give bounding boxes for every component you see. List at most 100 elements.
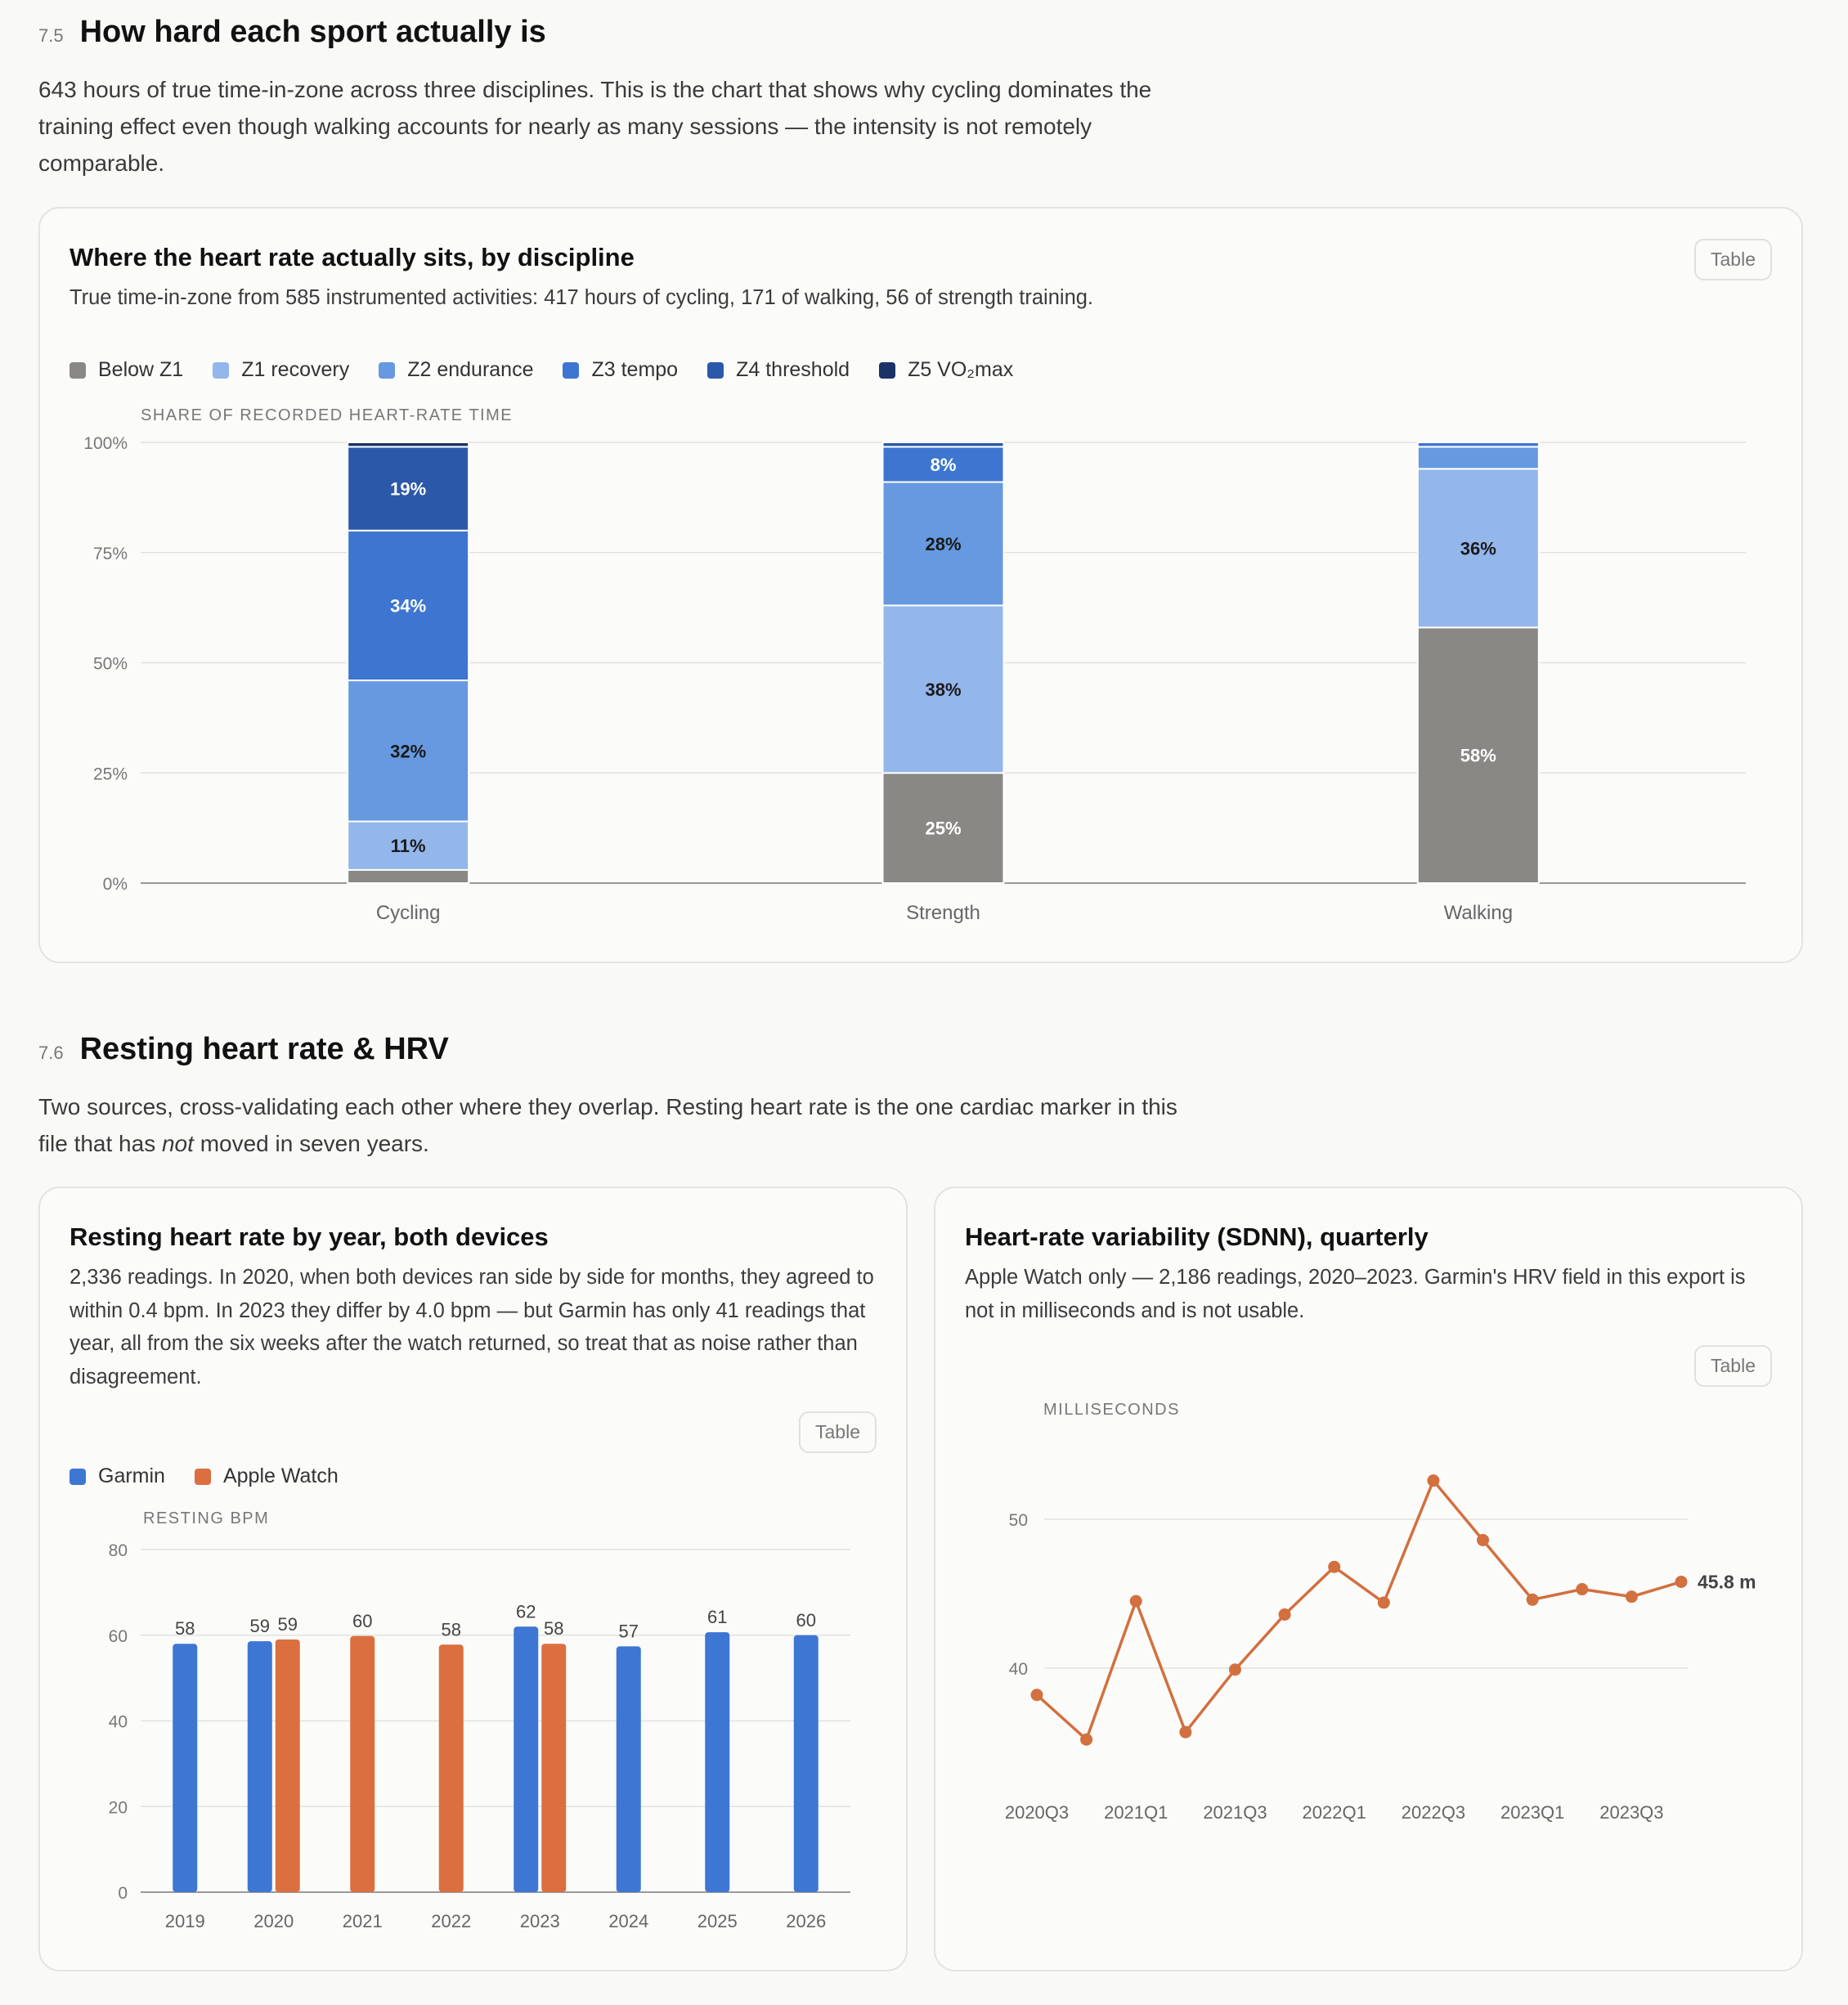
data-point	[1576, 1583, 1589, 1596]
data-point	[1377, 1596, 1390, 1609]
bar	[438, 1644, 464, 1892]
bar	[541, 1644, 567, 1892]
x-tick-label: 2022	[431, 1911, 471, 1931]
section-heading: 7.6 Resting heart rate & HRV	[38, 1032, 449, 1067]
data-point	[1477, 1533, 1490, 1546]
stacked-bar-segment	[1416, 446, 1540, 470]
data-label: 32%	[390, 741, 426, 761]
table-toggle-button[interactable]: Table	[799, 1411, 877, 1453]
bar	[514, 1626, 539, 1892]
legend-swatch	[213, 361, 230, 379]
stacked-bar-segment	[881, 442, 1005, 448]
legend-label: Z2 endurance	[407, 358, 534, 381]
data-point	[1675, 1575, 1688, 1588]
y-tick-label: 25%	[93, 765, 128, 783]
card-title: Resting heart rate by year, both devices	[70, 1222, 549, 1251]
stacked-bar-segment	[347, 446, 470, 532]
data-label: 59	[250, 1616, 270, 1636]
stacked-bar-segment	[881, 604, 1005, 774]
legend-label: Garmin	[98, 1465, 165, 1487]
card-subtitle: True time-in-zone from 585 instrumented …	[70, 286, 1094, 309]
legend-label: Z1 recovery	[241, 358, 350, 381]
x-tick-label: 2020	[253, 1911, 294, 1931]
table-toggle-button[interactable]: Table	[1694, 1345, 1772, 1387]
stacked-bar-segment	[881, 446, 1005, 483]
y-tick-label: 50	[1009, 1511, 1028, 1530]
legend-label: Apple Watch	[222, 1465, 339, 1487]
x-tick-label: 2026	[786, 1911, 826, 1931]
legend-item: Z3 tempo	[563, 358, 678, 382]
y-tick-label: 40	[1009, 1660, 1028, 1679]
x-tick-label: 2023Q1	[1500, 1802, 1564, 1823]
legend-swatch	[879, 361, 896, 379]
card-subtitle: 2,336 readings. In 2020, when both devic…	[70, 1266, 874, 1388]
data-label: 25%	[925, 819, 961, 839]
y-tick-label: 50%	[93, 655, 128, 674]
data-label: 61	[707, 1607, 727, 1627]
stacked-bar-segment	[347, 868, 470, 884]
y-tick-label: 60	[109, 1627, 128, 1646]
data-label: 34%	[390, 595, 426, 616]
section-intro: Two sources, cross-validating each other…	[38, 1088, 1200, 1162]
section-title: Resting heart rate & HRV	[79, 1032, 449, 1066]
x-tick-label: 2021	[343, 1911, 383, 1931]
x-tick-label: Strength	[906, 902, 980, 924]
data-label: 62	[516, 1601, 536, 1621]
bar	[793, 1635, 819, 1892]
legend-item: Z1 recovery	[213, 358, 349, 382]
data-point	[1080, 1733, 1093, 1746]
data-label: 57	[619, 1621, 639, 1641]
x-tick-label: 2023	[520, 1911, 560, 1931]
x-tick-label: Walking	[1444, 902, 1513, 924]
stacked-bar-segment	[1416, 468, 1540, 629]
data-point	[1278, 1608, 1291, 1621]
chart-legend: Garmin Apple Watch	[70, 1465, 368, 1488]
y-tick-label: 0	[118, 1884, 128, 1903]
bar	[275, 1639, 300, 1892]
card-subtitle: Apple Watch only — 2,186 readings, 2020–…	[965, 1266, 1746, 1322]
y-tick-label: 80	[109, 1541, 128, 1560]
data-label: 59	[278, 1614, 298, 1635]
x-tick-label: 2024	[608, 1911, 648, 1931]
table-toggle-button[interactable]: Table	[1694, 239, 1772, 280]
data-point	[1228, 1663, 1241, 1676]
y-tick-label: 75%	[93, 545, 128, 563]
bar	[350, 1635, 375, 1892]
x-tick-label: 2021Q3	[1203, 1802, 1267, 1823]
data-point	[1526, 1593, 1539, 1606]
data-label: 8%	[931, 455, 957, 475]
legend-item: Z5 VO₂max	[879, 358, 1013, 382]
data-label: 58	[175, 1618, 195, 1639]
data-point	[1030, 1689, 1043, 1702]
bar	[705, 1632, 730, 1892]
x-tick-label: 2022Q3	[1402, 1802, 1465, 1823]
intro-text: Two sources, cross-validating each other…	[38, 1094, 1177, 1156]
x-tick-label: 2022Q1	[1303, 1802, 1366, 1823]
chart-legend: Below Z1 Z1 recovery Z2 endurance Z3 tem…	[70, 358, 1043, 382]
data-label: 60	[352, 1611, 372, 1631]
x-tick-label: 2020Q3	[1005, 1802, 1069, 1823]
legend-label: Z5 VO₂max	[908, 358, 1014, 381]
resting-hr-bar-chart: RESTING BPM 0 20 40 60 80 58 2019 59 59 2020 60 2021…	[109, 1509, 850, 1931]
legend-item: Z4 threshold	[707, 358, 850, 382]
data-point	[1129, 1595, 1142, 1608]
x-tick-label: 2019	[165, 1911, 205, 1931]
stacked-bar-segment	[347, 442, 470, 448]
zone-stacked-bar-chart: SHARE OF RECORDED HEART-RATE TIME 0% 25% 50…	[83, 406, 1746, 924]
data-label: 58	[442, 1619, 461, 1639]
data-point	[1625, 1590, 1638, 1604]
legend-swatch	[194, 1468, 211, 1485]
legend-item: Below Z1	[70, 358, 183, 382]
stacked-bar-segment	[347, 680, 470, 823]
y-tick-label: 0%	[103, 875, 128, 894]
y-axis-label: RESTING BPM	[143, 1509, 269, 1527]
stacked-bar-segment	[347, 820, 470, 871]
legend-item: Z2 endurance	[379, 358, 533, 382]
data-label: 28%	[925, 534, 961, 554]
y-tick-label: 40	[109, 1713, 128, 1732]
legend-item: Apple Watch	[194, 1465, 339, 1488]
stacked-bar-segment	[1416, 626, 1540, 884]
card-title: Where the heart rate actually sits, by d…	[70, 243, 635, 271]
y-axis-label: MILLISECONDS	[1043, 1401, 1180, 1419]
data-point	[1328, 1560, 1341, 1573]
